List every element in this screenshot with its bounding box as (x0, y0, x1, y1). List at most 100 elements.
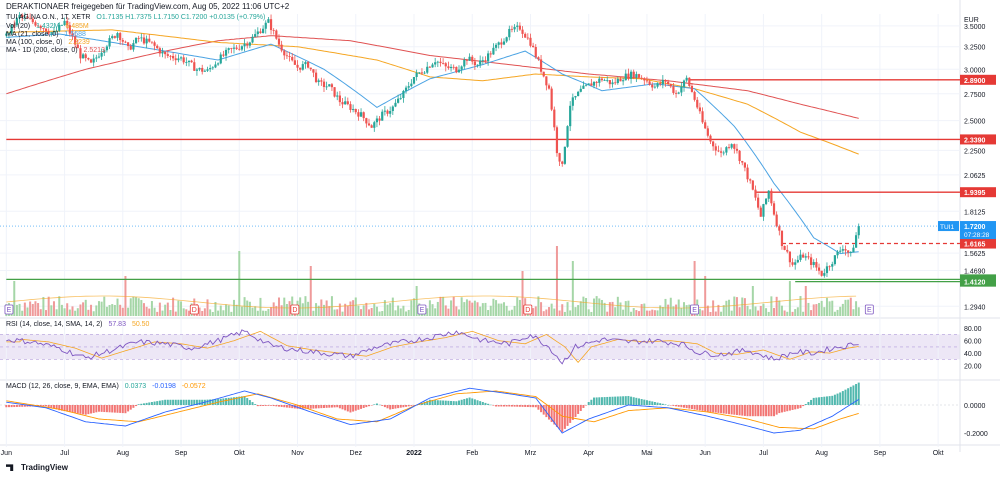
candle-body (359, 112, 363, 117)
volume-bar (709, 311, 712, 316)
rsi-axis-label: 80.00 (964, 326, 982, 333)
candle-body (815, 262, 818, 268)
macd-hist-bar (174, 399, 177, 405)
candle-body (92, 58, 95, 63)
candle-body (704, 122, 707, 129)
volume-bar (405, 311, 408, 316)
candle-body (74, 36, 77, 45)
macd-hist-bar (434, 400, 437, 405)
candle-body (47, 31, 50, 34)
candle-body (280, 44, 283, 51)
candle-body (31, 18, 34, 23)
candle-body (238, 48, 241, 50)
volume-bar (796, 307, 799, 316)
volume-bar (513, 305, 516, 316)
candle-body (15, 18, 19, 26)
candle-body (770, 190, 773, 204)
macd-hist-bar (680, 405, 683, 408)
volume-bar (42, 296, 45, 316)
macd-hist-bar (378, 404, 381, 406)
macd-hist-bar (796, 405, 799, 409)
macd-hist-bar (190, 399, 193, 405)
candle-body (44, 28, 48, 32)
macd-hist-bar (735, 405, 738, 416)
volume-bar (733, 296, 736, 316)
macd-hist-bar (664, 404, 667, 405)
macd-hist-bar (540, 405, 543, 413)
volume-bar (495, 300, 498, 316)
macd-hist-bar (839, 392, 842, 405)
candle-body (653, 86, 656, 88)
macd-hist-bar (603, 397, 606, 405)
macd-hist-bar (569, 405, 572, 423)
volume-bar (701, 310, 704, 316)
candle-body (447, 66, 450, 69)
candle-body (696, 99, 699, 108)
macd-hist-bar (140, 403, 143, 405)
volume-bar (606, 311, 609, 316)
volume-bar (855, 301, 858, 316)
macd-hist-bar (344, 405, 347, 411)
macd-hist-bar (52, 405, 55, 409)
candle-body (246, 43, 249, 46)
volume-bar (669, 297, 672, 316)
candle-body (264, 22, 267, 29)
candle-body (79, 48, 82, 59)
macd-hist-bar (444, 400, 447, 405)
x-axis-label: Mrz (525, 450, 537, 457)
volume-bar (754, 306, 757, 316)
volume-bar (611, 301, 614, 316)
macd-hist-bar (227, 397, 230, 405)
candle-body (571, 97, 574, 106)
candle-body (330, 84, 334, 88)
macd-hist-bar (786, 405, 789, 412)
volume-bar (270, 307, 273, 316)
volume-bar (585, 298, 588, 316)
macd-hist-bar (381, 405, 384, 406)
macd-hist-bar (521, 405, 524, 407)
macd-hist-bar (153, 401, 156, 405)
volume-bar (105, 306, 108, 316)
candle-body (463, 59, 466, 67)
level-tag-label-2: 1.9395 (964, 190, 986, 197)
volume-bar (397, 305, 400, 316)
macd-hist-bar (712, 405, 715, 413)
candle-body (60, 24, 64, 26)
candle-body (193, 62, 196, 71)
macd-hist-bar (778, 405, 781, 414)
macd-hist-bar (497, 405, 500, 407)
macd-hist-bar (611, 396, 614, 405)
volume-bar (267, 309, 270, 316)
tradingview-logo[interactable]: TradingView (6, 463, 68, 472)
candle-body (701, 111, 704, 123)
macd-hist-bar (508, 405, 511, 407)
macd-hist-bar (788, 405, 791, 411)
candle-body (508, 28, 511, 38)
candle-body (158, 48, 161, 54)
macd-hist-bar (537, 405, 540, 410)
volume-bar (365, 302, 368, 316)
candle-body (849, 252, 852, 254)
macd-hist-bar (561, 405, 564, 432)
candle-body (370, 125, 373, 128)
volume-bar (161, 310, 164, 316)
macd-hist-bar (730, 405, 733, 415)
macd-hist-bar (375, 403, 378, 405)
volume-bar (52, 301, 55, 316)
candle-body (635, 74, 638, 78)
volume-bar (225, 304, 228, 316)
level-tag-2 (960, 187, 996, 198)
volume-bar (103, 296, 106, 316)
candle-body (156, 45, 159, 49)
volume-bar (373, 303, 376, 316)
volume-bar (142, 303, 145, 316)
volume-bar (135, 297, 138, 316)
candle-body (254, 34, 257, 37)
volume-bar (277, 297, 280, 316)
volume-bar (447, 308, 450, 316)
candle-body (50, 32, 53, 34)
volume-bar (219, 305, 222, 316)
macd-hist-bar (548, 405, 551, 420)
